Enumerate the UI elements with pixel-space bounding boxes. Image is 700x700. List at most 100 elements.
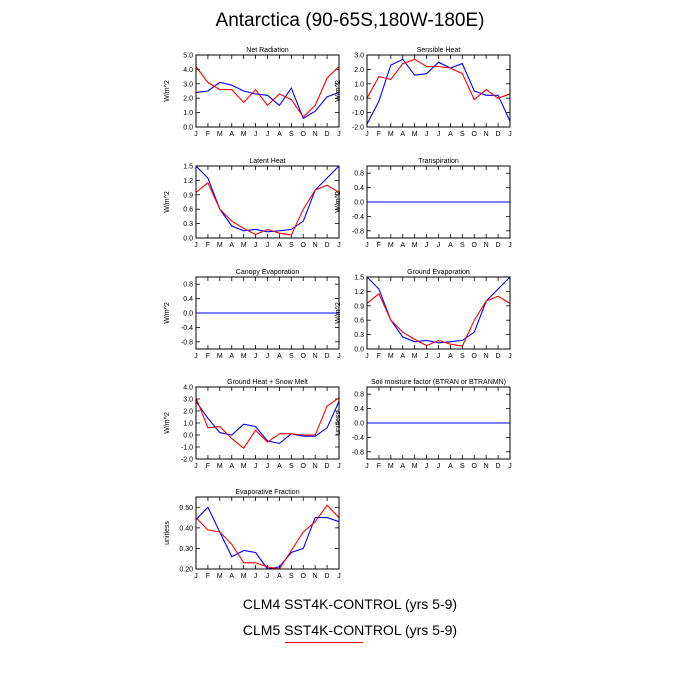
x-tick-label: O — [301, 463, 307, 470]
x-tick-label: S — [289, 573, 294, 580]
y-tick-label: 0.0 — [354, 96, 364, 103]
y-tick-label: -0.8 — [181, 339, 193, 346]
panel-2: Sensible Heat W/m^2 -2.0 -1.0 0.0 1.0 2.0 3.0 J F… — [335, 47, 512, 138]
plot-frame — [195, 165, 340, 239]
x-tick-label: M — [388, 463, 394, 470]
y-tick-label: 0.0 — [183, 125, 193, 132]
x-tick-label: J — [425, 353, 429, 360]
x-tick-label: J — [254, 131, 258, 138]
y-tick-label: 0.8 — [354, 171, 364, 178]
y-tick-label: 0.6 — [183, 207, 193, 214]
panel-title: Canopy Evaporation — [236, 269, 300, 276]
x-tick-label: A — [277, 463, 282, 470]
x-tick-label: M — [217, 131, 223, 138]
series-line-2 — [195, 397, 340, 450]
x-tick-label: A — [229, 573, 234, 580]
y-tick-label: 1.0 — [183, 421, 193, 428]
y-tick-label: 0.4 — [183, 296, 193, 303]
y-tick-label: -0.4 — [352, 214, 364, 221]
y-tick-label: 0.50 — [179, 505, 193, 512]
series-line-2 — [366, 58, 511, 101]
x-tick-label: S — [289, 353, 294, 360]
x-tick-label: J — [254, 242, 258, 249]
panel-title: Ground Heat + Snow Melt — [227, 379, 308, 386]
x-tick-label: O — [301, 573, 307, 580]
x-tick-label: M — [412, 242, 418, 249]
x-tick-label: J — [508, 463, 512, 470]
x-tick-label: F — [377, 242, 381, 249]
y-tick-label: 2.0 — [183, 409, 193, 416]
y-tick-label: 0.3 — [183, 221, 193, 228]
y-tick-label: 1.5 — [354, 275, 364, 282]
y-tick-label: 0.6 — [354, 318, 364, 325]
plot-frame — [366, 276, 511, 350]
y-tick-label: -0.4 — [352, 435, 364, 442]
x-tick-label: J — [365, 242, 369, 249]
x-tick-label: M — [217, 242, 223, 249]
y-tick-label: 4.0 — [183, 67, 193, 74]
x-tick-label: J — [437, 463, 441, 470]
x-tick-label: M — [217, 353, 223, 360]
panel-9: Evaporative Fraction unitless 0.20 0.30 0.40… — [164, 489, 341, 580]
panel-5: Canopy Evaporation W/m^2 -0.8 -0.4 0.0 0.4 0.8… — [164, 269, 341, 360]
y-tick-label: 1.5 — [183, 164, 193, 171]
x-tick-label: J — [337, 463, 341, 470]
x-tick-label: J — [194, 131, 198, 138]
x-tick-label: J — [266, 131, 270, 138]
x-tick-label: O — [472, 242, 478, 249]
x-tick-label: M — [388, 131, 394, 138]
y-tick-label: 1.2 — [354, 289, 364, 296]
x-tick-label: D — [325, 131, 330, 138]
x-tick-label: D — [325, 353, 330, 360]
y-tick-label: -2.0 — [181, 457, 193, 464]
y-tick-label: 0.4 — [354, 406, 364, 413]
panel-title: Latent Heat — [249, 158, 285, 165]
x-tick-label: N — [484, 353, 489, 360]
y-tick-label: -0.8 — [352, 228, 364, 235]
x-tick-label: S — [460, 353, 465, 360]
y-tick-label: -1.0 — [181, 445, 193, 452]
y-tick-label: 5.0 — [183, 53, 193, 60]
x-tick-label: J — [266, 242, 270, 249]
x-tick-label: J — [425, 463, 429, 470]
x-tick-label: F — [377, 131, 381, 138]
plot-frame — [366, 54, 511, 128]
panel-title: Evaporative Fraction — [235, 489, 299, 496]
x-tick-label: M — [241, 131, 247, 138]
series-line-1 — [195, 401, 340, 444]
x-tick-label: S — [460, 463, 465, 470]
legend-entry-clm5: CLM5 SST4K-CONTROL (yrs 5-9) — [242, 622, 458, 638]
plot-frame — [366, 386, 511, 460]
x-tick-label: J — [337, 131, 341, 138]
x-tick-label: A — [400, 463, 405, 470]
y-axis-label: W/m^2 — [164, 302, 171, 324]
x-tick-label: M — [412, 131, 418, 138]
x-tick-label: A — [229, 463, 234, 470]
panel-7: Ground Heat + Snow Melt W/m^2 -2.0 -1.0 0.0 1… — [164, 379, 341, 470]
x-tick-label: J — [508, 242, 512, 249]
x-tick-label: M — [217, 463, 223, 470]
x-tick-label: N — [313, 242, 318, 249]
x-tick-label: J — [508, 131, 512, 138]
x-tick-label: A — [448, 463, 453, 470]
x-tick-label: J — [254, 573, 258, 580]
x-tick-label: F — [377, 463, 381, 470]
x-tick-label: M — [241, 242, 247, 249]
x-tick-label: F — [206, 242, 210, 249]
x-tick-label: J — [437, 242, 441, 249]
y-tick-label: -0.8 — [352, 449, 364, 456]
y-tick-label: 0.0 — [183, 433, 193, 440]
x-tick-label: O — [301, 131, 307, 138]
x-tick-label: J — [194, 463, 198, 470]
series-line-1 — [366, 276, 511, 344]
plot-frame — [195, 386, 340, 460]
series-line-2 — [195, 66, 340, 118]
series-line-2 — [195, 181, 340, 236]
y-tick-label: 3.0 — [183, 81, 193, 88]
plot-frame — [195, 276, 340, 350]
x-tick-label: O — [301, 242, 307, 249]
y-axis-label: W/m^2 — [335, 191, 342, 213]
